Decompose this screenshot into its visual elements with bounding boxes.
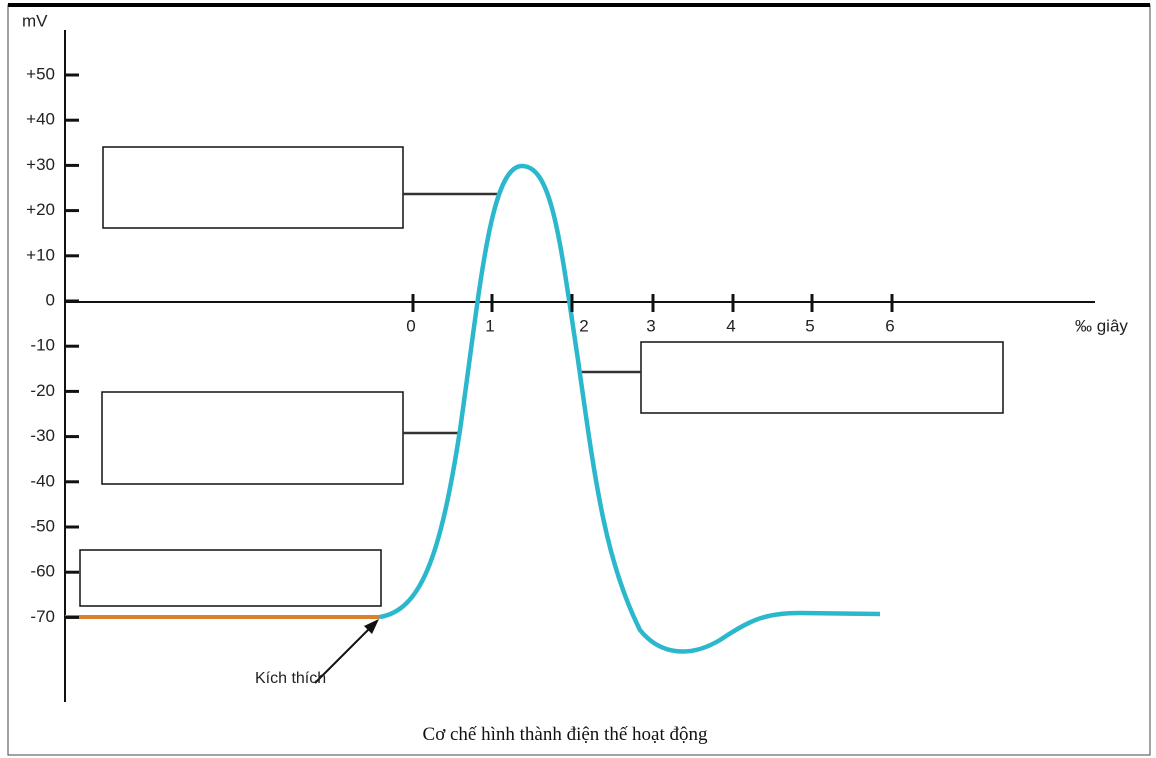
y-tick-label: +30 — [26, 155, 55, 174]
action-potential-curve — [379, 163, 881, 654]
caption: Cơ chế hình thành điện thế hoạt động — [423, 724, 708, 745]
x-unit: ‰ giây — [1075, 316, 1128, 335]
y-tick-label: +10 — [26, 245, 55, 264]
y-tick-label: +50 — [26, 64, 55, 83]
y-tick-label: -50 — [30, 516, 55, 535]
y-tick-label: -10 — [30, 336, 55, 355]
x-tick-label: 4 — [726, 316, 735, 335]
y-tick-label: -60 — [30, 562, 55, 581]
label-box — [640, 341, 1004, 414]
label-box — [101, 391, 404, 485]
x-tick-label: 1 — [485, 316, 494, 335]
x-tick-label: 0 — [406, 316, 415, 335]
annotation: Kích thích — [255, 670, 326, 687]
x-tick-label: 2 — [579, 316, 588, 335]
arrow-head — [364, 619, 379, 634]
axes — [64, 30, 1095, 702]
y-tick-label: 0 — [46, 290, 55, 309]
x-tick-label: 3 — [646, 316, 655, 335]
y-tick-label: -20 — [30, 381, 55, 400]
x-tick-label: 6 — [885, 316, 894, 335]
y-tick-label: -70 — [30, 607, 55, 626]
arrow — [314, 625, 373, 684]
y-unit: mV — [22, 11, 48, 30]
y-tick-label: +20 — [26, 200, 55, 219]
y-tick-label: +40 — [26, 110, 55, 129]
label-box — [79, 549, 382, 607]
y-tick-label: -30 — [30, 426, 55, 445]
y-tick-label: -40 — [30, 471, 55, 490]
label-box — [102, 146, 404, 229]
x-tick-label: 5 — [805, 316, 814, 335]
